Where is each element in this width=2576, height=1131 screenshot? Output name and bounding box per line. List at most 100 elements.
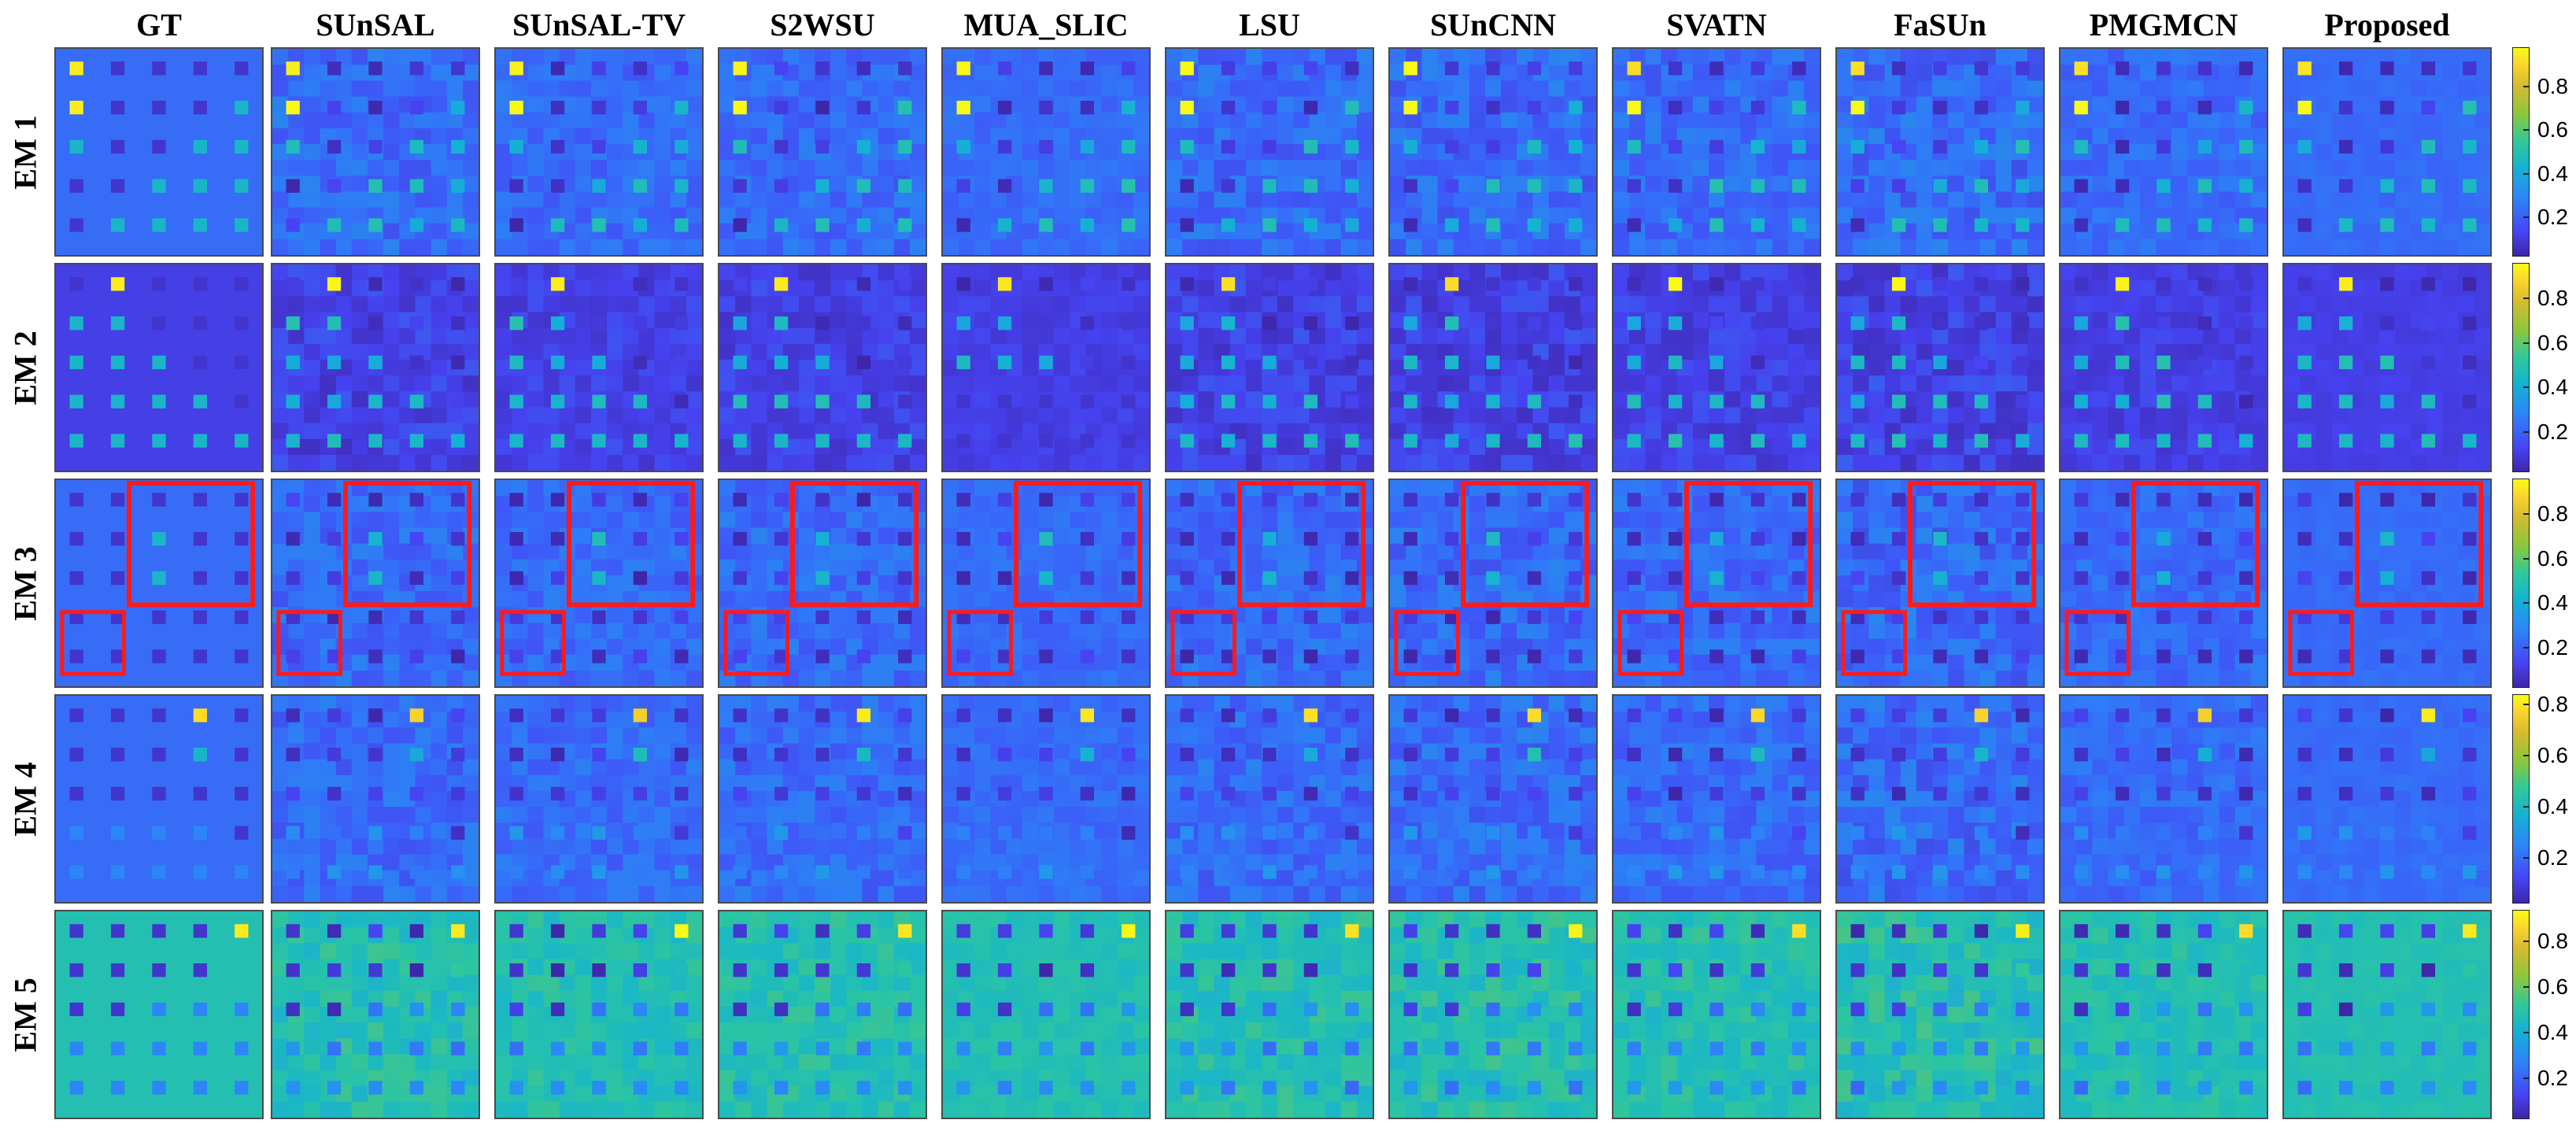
abundance-map-em3-suncnn	[1388, 479, 1598, 688]
colorbar-tick-label: 0.4	[2537, 793, 2568, 819]
column-label-sunsal: SUnSAL	[316, 7, 435, 43]
colorbar-tick-mark	[2523, 172, 2530, 175]
colorbar-tick-mark	[2523, 754, 2530, 756]
colorbar-tick-mark	[2523, 986, 2530, 989]
colorbar-tick-mark	[2523, 386, 2530, 389]
colorbar-em2	[2512, 263, 2530, 472]
row-label-em1: EM 1	[7, 114, 43, 190]
colorbar-tick-mark	[2523, 941, 2530, 943]
colorbar-tick-label: 0.8	[2537, 73, 2568, 98]
colorbar-tick-mark	[2523, 513, 2530, 516]
abundance-map-em4-s2wsu	[718, 694, 927, 904]
row-label-em3: EM 3	[7, 545, 43, 621]
abundance-map-em1-gt	[54, 47, 264, 257]
column-label-lsu: LSU	[1239, 7, 1300, 43]
zoom-region-small	[60, 610, 126, 676]
column-label-svatn: SVATN	[1666, 7, 1767, 43]
column-label-mua-slic: MUA_SLIC	[963, 7, 1129, 43]
zoom-region-small	[723, 610, 789, 676]
abundance-map-em5-fasun	[1835, 910, 2045, 1119]
abundance-map-em3-s2wsu	[718, 479, 927, 688]
colorbar-tick-label: 0.2	[2537, 205, 2568, 230]
abundance-map-em2-fasun	[1835, 263, 2045, 472]
zoom-region-large	[567, 480, 696, 608]
abundance-map-em1-sunsal	[271, 47, 480, 257]
abundance-map-em5-lsu	[1165, 910, 1374, 1119]
abundance-map-em5-proposed	[2282, 910, 2492, 1119]
abundance-map-em2-gt	[54, 263, 264, 472]
abundance-map-em1-lsu	[1165, 47, 1374, 257]
abundance-map-em1-fasun	[1835, 47, 2045, 257]
abundance-map-em2-lsu	[1165, 263, 1374, 472]
row-label-em2: EM 2	[7, 330, 43, 405]
colorbar-tick-label: 0.8	[2537, 286, 2568, 311]
colorbar-tick-label: 0.8	[2537, 929, 2568, 954]
colorbar-tick-label: 0.2	[2537, 420, 2568, 445]
zoom-region-small	[1394, 610, 1460, 676]
colorbar-tick-label: 0.6	[2537, 742, 2568, 767]
column-label-pmgmcn: PMGMCN	[2089, 7, 2238, 43]
colorbar-tick-label: 0.8	[2537, 501, 2568, 527]
abundance-map-em5-pmgmcn	[2059, 910, 2268, 1119]
abundance-map-em4-proposed	[2282, 694, 2492, 904]
column-label-sunsal-tv: SUnSAL-TV	[512, 7, 686, 43]
colorbar-tick-mark	[2523, 85, 2530, 87]
zoom-region-large	[1461, 480, 1590, 608]
colorbar-em5	[2512, 910, 2530, 1119]
zoom-region-small	[2288, 610, 2354, 676]
abundance-map-em2-svatn	[1612, 263, 1821, 472]
column-label-proposed: Proposed	[2324, 7, 2450, 43]
colorbar-tick-mark	[2523, 602, 2530, 604]
abundance-map-em5-sunsal-tv	[494, 910, 704, 1119]
zoom-region-large	[1014, 480, 1143, 608]
abundance-map-em2-sunsal	[271, 263, 480, 472]
abundance-map-em5-svatn	[1612, 910, 1821, 1119]
abundance-map-em3-fasun	[1835, 479, 2045, 688]
zoom-region-small	[947, 610, 1013, 676]
zoom-region-small	[2064, 610, 2131, 676]
colorbar-tick-label: 0.4	[2537, 590, 2568, 615]
colorbar-tick-mark	[2523, 1077, 2530, 1079]
abundance-map-em4-lsu	[1165, 694, 1374, 904]
colorbar-tick-label: 0.8	[2537, 691, 2568, 716]
abundance-map-em5-gt	[54, 910, 264, 1119]
colorbar-tick-label: 0.6	[2537, 330, 2568, 355]
zoom-region-small	[1617, 610, 1683, 676]
abundance-map-em4-pmgmcn	[2059, 694, 2268, 904]
colorbar-em1	[2512, 47, 2530, 257]
zoom-region-large	[790, 480, 919, 608]
colorbar-tick-mark	[2523, 298, 2530, 300]
colorbar-tick-mark	[2523, 805, 2530, 808]
abundance-map-em3-sunsal-tv	[494, 479, 704, 688]
abundance-map-em4-svatn	[1612, 694, 1821, 904]
colorbar-tick-label: 0.6	[2537, 974, 2568, 1000]
abundance-map-em4-gt	[54, 694, 264, 904]
zoom-region-large	[1684, 480, 1813, 608]
colorbar-tick-label: 0.4	[2537, 375, 2568, 400]
colorbar-tick-mark	[2523, 342, 2530, 344]
abundance-map-em3-proposed	[2282, 479, 2492, 688]
colorbar-tick-label: 0.2	[2537, 1065, 2568, 1090]
colorbar-tick-mark	[2523, 703, 2530, 705]
abundance-map-em1-suncnn	[1388, 47, 1598, 257]
row-label-em5: EM 5	[7, 977, 43, 1052]
zoom-region-small	[1841, 610, 1907, 676]
zoom-region-small	[1170, 610, 1236, 676]
abundance-map-em4-mua-slic	[941, 694, 1151, 904]
abundance-map-em3-mua-slic	[941, 479, 1151, 688]
abundance-map-em1-sunsal-tv	[494, 47, 704, 257]
colorbar-tick-mark	[2523, 216, 2530, 219]
colorbar-tick-label: 0.6	[2537, 545, 2568, 571]
zoom-region-small	[500, 610, 566, 676]
zoom-region-large	[343, 480, 472, 608]
abundance-map-em4-sunsal	[271, 694, 480, 904]
zoom-region-large	[2355, 480, 2484, 608]
abundance-map-em3-sunsal	[271, 479, 480, 688]
colorbar-tick-mark	[2523, 431, 2530, 434]
abundance-map-em1-pmgmcn	[2059, 47, 2268, 257]
column-label-suncnn: SUnCNN	[1429, 7, 1557, 43]
abundance-map-em4-sunsal-tv	[494, 694, 704, 904]
abundance-map-em1-s2wsu	[718, 47, 927, 257]
abundance-map-em4-suncnn	[1388, 694, 1598, 904]
